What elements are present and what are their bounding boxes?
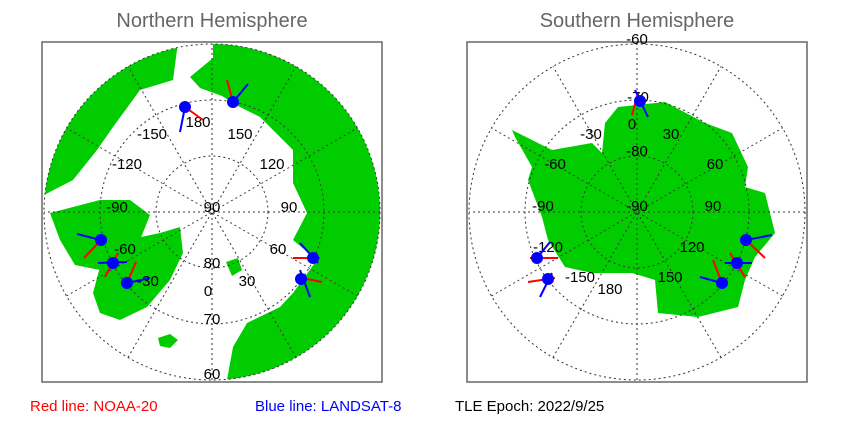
coordinate-label: 120 [259,156,284,173]
legend-landsat8: Blue line: LANDSAT-8 [255,398,402,415]
coordinate-label: -90 [626,198,648,215]
coordinate-label: 180 [597,281,622,298]
satellite-dot [179,101,191,113]
coordinate-label: 30 [663,126,680,143]
coordinate-label: -30 [580,126,602,143]
coordinate-label: 180 [185,114,210,131]
greenland-land [93,227,183,320]
satellite-position [295,269,323,298]
satellite-dot [307,252,319,264]
coordinate-label: -90 [106,199,128,216]
coordinate-label: 30 [239,273,256,290]
satellite-dot [731,257,743,269]
satellite-dot [542,273,554,285]
satellite-dot [121,277,133,289]
coordinate-label: -90 [532,198,554,215]
coordinate-label: 150 [657,269,682,286]
meridian-line [552,66,722,358]
meridian-line [66,127,358,297]
coordinate-label: -60 [626,31,648,48]
northern-map [41,41,383,383]
satellite-position [725,252,752,278]
satellite-dot [531,252,543,264]
meridian-line [127,66,297,358]
coordinate-label: 0 [628,116,636,133]
coordinate-label: 60 [707,156,724,173]
coordinate-label: 90 [204,199,221,216]
legend-tle-epoch: TLE Epoch: 2022/9/25 [455,398,605,415]
coordinate-label: 90 [705,198,722,215]
legend-noaa20: Red line: NOAA-20 [30,398,158,415]
satellite-position [121,261,151,289]
meridian-line [552,66,722,358]
northern-hemisphere-title: Northern Hemisphere [116,10,308,32]
coordinate-label: -150 [137,126,167,143]
southern-hemisphere-title: Southern Hemisphere [539,10,735,32]
coordinate-label: 80 [204,255,221,272]
coordinate-label: 150 [227,126,252,143]
meridian-line [127,66,297,358]
coordinate-label: -60 [544,156,566,173]
satellite-markers [76,79,773,298]
satellite-position [293,242,320,264]
coordinate-label: 90 [281,199,298,216]
coordinate-label: 0 [204,283,212,300]
antarctica-land [512,102,775,317]
satellite-dot [295,273,307,285]
coordinate-label: 70 [204,311,221,328]
coordinate-label: -120 [533,239,563,256]
satellite-dot [227,96,239,108]
satellite-position [530,241,558,264]
iceland-land [158,334,178,348]
northern-labels: -150 180 150 -120 120 -90 90 90 -60 60 -30 80 30 0 70 6… [106,114,297,383]
coordinate-label: 60 [270,241,287,258]
eurasia-land [190,44,380,380]
satellite-position [740,234,773,259]
satellite-position [631,89,649,118]
coordinate-label: -30 [137,273,159,290]
satellite-dot [634,95,646,107]
coordinate-label: 120 [679,239,704,256]
meridian-line [491,127,783,297]
satellite-dot [95,234,107,246]
satellite-position [179,101,204,133]
svalbard-land [226,258,242,276]
satellite-position [76,233,107,259]
satellite-dot [740,234,752,246]
coordinate-label: -150 [565,269,595,286]
coordinate-label: -60 [114,241,136,258]
satellite-position [527,272,556,298]
coordinate-label: 60 [204,366,221,383]
satellite-position [97,252,128,278]
satellite-dot [107,257,119,269]
satellite-position [699,259,728,289]
coordinate-label: -80 [626,143,648,160]
coordinate-label: -120 [112,156,142,173]
satellite-dot [716,277,728,289]
satellite-position [226,79,249,108]
